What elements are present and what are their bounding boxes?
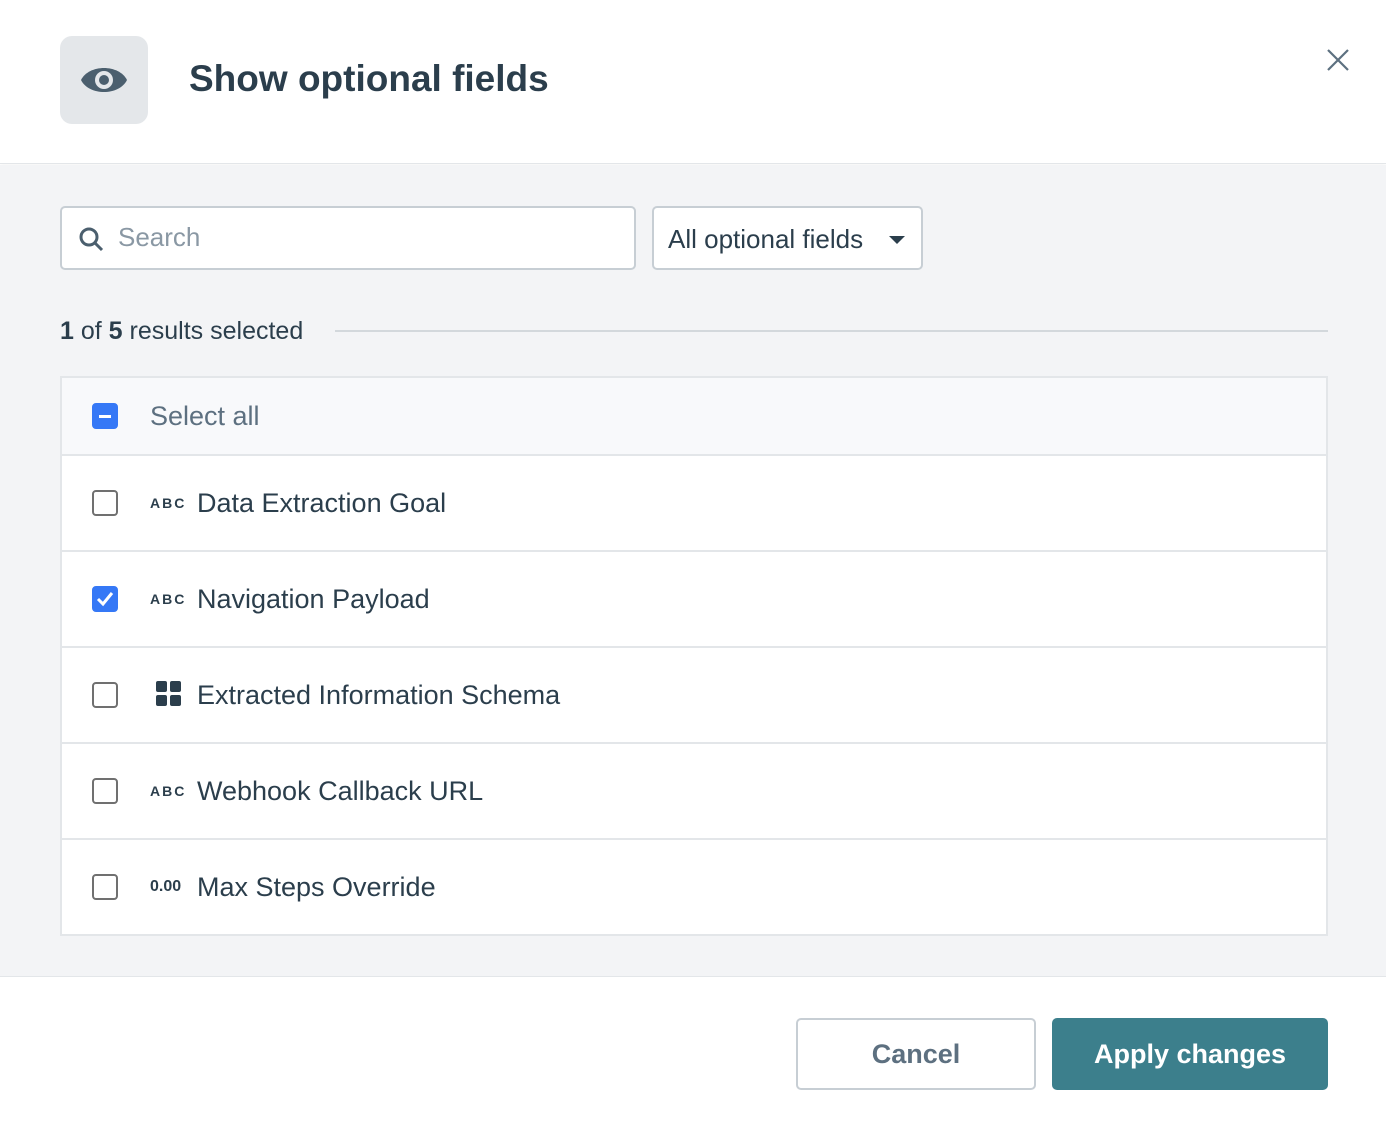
item-checkbox[interactable] <box>92 490 118 516</box>
item-checkbox[interactable] <box>92 778 118 804</box>
grid-icon <box>156 680 196 710</box>
search-icon <box>79 227 104 252</box>
list-item[interactable]: ABC Webhook Callback URL <box>62 742 1326 838</box>
item-checkbox[interactable] <box>92 586 118 612</box>
check-icon <box>96 592 114 607</box>
item-checkbox[interactable] <box>92 874 118 900</box>
item-label: Data Extraction Goal <box>197 487 447 518</box>
field-filter-dropdown[interactable]: All optional fields <box>652 206 923 270</box>
item-label: Extracted Information Schema <box>197 679 561 710</box>
close-icon[interactable] <box>1322 44 1354 76</box>
eye-icon <box>60 36 148 124</box>
selection-summary: 1 of 5 results selected <box>60 317 304 345</box>
modal-footer: Cancel Apply changes <box>0 978 1386 1126</box>
search-input[interactable] <box>118 222 618 253</box>
text-type-icon: ABC <box>150 591 187 607</box>
field-list: Select all ABC Data Extraction Goal ABC … <box>60 376 1328 936</box>
select-all-row[interactable]: Select all <box>62 378 1326 454</box>
list-item[interactable]: ABC Data Extraction Goal <box>62 454 1326 550</box>
chevron-down-icon <box>889 236 905 244</box>
select-all-label: Select all <box>150 400 260 431</box>
item-label: Webhook Callback URL <box>197 775 484 806</box>
text-type-icon: ABC <box>150 495 187 511</box>
apply-changes-button[interactable]: Apply changes <box>1052 1018 1328 1090</box>
modal-title: Show optional fields <box>189 58 549 99</box>
item-checkbox[interactable] <box>92 682 118 708</box>
dropdown-value: All optional fields <box>668 224 864 254</box>
modal-header: Show optional fields <box>0 0 1386 164</box>
modal-body: All optional fields 1 of 5 results selec… <box>0 165 1386 977</box>
cancel-button[interactable]: Cancel <box>796 1018 1036 1090</box>
number-type-icon: 0.00 <box>150 878 182 895</box>
select-all-checkbox[interactable] <box>92 403 118 429</box>
list-item[interactable]: Extracted Information Schema <box>62 646 1326 742</box>
divider <box>335 330 1328 332</box>
item-label: Max Steps Override <box>197 871 436 902</box>
text-type-icon: ABC <box>150 783 187 799</box>
list-item[interactable]: ABC Navigation Payload <box>62 550 1326 646</box>
list-item[interactable]: 0.00 Max Steps Override <box>62 838 1326 934</box>
item-label: Navigation Payload <box>197 583 430 614</box>
search-field[interactable] <box>60 206 636 270</box>
